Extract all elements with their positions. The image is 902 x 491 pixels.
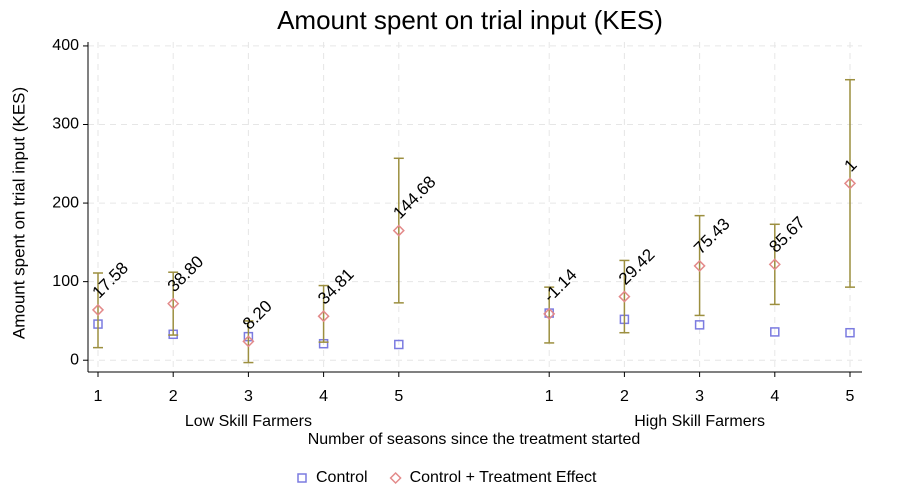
error-bar: [694, 214, 705, 317]
point: [770, 327, 780, 337]
legend-label: Control + Treatment Effect: [410, 469, 597, 486]
point: [843, 177, 857, 190]
x-tick-label: 1: [94, 388, 103, 405]
x-tick-label: 3: [244, 388, 253, 405]
chart-title: Amount spent on trial input (KES): [277, 5, 663, 35]
effect-label: 144.68: [389, 172, 439, 222]
effect-label: 17.58: [89, 258, 133, 302]
error-bar: [318, 284, 329, 343]
x-tick-label: 4: [319, 388, 328, 405]
point: [694, 320, 705, 330]
error-bar: [619, 259, 630, 334]
x-tick-label: 5: [846, 388, 855, 405]
point: [693, 259, 706, 272]
x-tick-label: 3: [695, 388, 704, 405]
effect-label: 8.20: [239, 297, 276, 334]
group-label: Low Skill Farmers: [185, 413, 312, 430]
error-bar: [769, 223, 780, 306]
error-bar: [168, 271, 179, 336]
x-tick-label: 4: [770, 388, 779, 405]
point: [389, 471, 402, 485]
error-bar: [93, 272, 103, 349]
x-tick-label: 5: [394, 388, 403, 405]
effect-label: 38.80: [164, 252, 208, 296]
point: [618, 290, 631, 303]
y-tick-label: 200: [52, 194, 79, 211]
effect-label: 190.03: [841, 125, 891, 175]
group-label: High Skill Farmers: [634, 413, 765, 430]
point: [543, 307, 556, 320]
effect-label: -1.14: [540, 265, 581, 306]
point: [394, 339, 404, 350]
point: [845, 327, 855, 338]
error-bar: [845, 78, 855, 288]
error-bar: [544, 286, 555, 344]
point: [392, 224, 405, 237]
y-axis-label: Amount spent on trial input (KES): [9, 87, 28, 339]
point: [242, 335, 255, 348]
error-bar: [243, 320, 254, 364]
y-tick-label: 100: [52, 273, 79, 290]
point: [768, 258, 781, 271]
point: [167, 297, 180, 310]
point: [91, 303, 105, 316]
y-tick-label: 0: [70, 351, 79, 368]
effect-label: 85.67: [765, 213, 809, 257]
x-tick-label: 2: [169, 388, 178, 405]
x-tick-label: 2: [620, 388, 629, 405]
effect-label: 34.81: [314, 265, 358, 309]
effect-label: 75.43: [690, 214, 734, 258]
x-tick-label: 1: [545, 388, 554, 405]
x-axis-label: Number of seasons since the treatment st…: [308, 431, 641, 448]
point: [297, 473, 307, 483]
y-tick-label: 400: [52, 37, 79, 54]
legend-label: Control: [316, 469, 368, 486]
point: [317, 310, 330, 323]
y-tick-label: 300: [52, 116, 79, 133]
error-bar: [393, 157, 404, 304]
